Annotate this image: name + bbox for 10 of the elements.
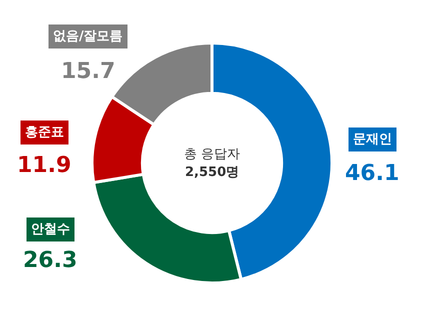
slice-label: 문재인 (353, 132, 392, 147)
slice-label: 홍준표 (25, 125, 64, 140)
text: 2,550명 (185, 165, 240, 180)
slice-label: 없음/잘모름 (53, 29, 123, 44)
text: 총 응답자 (184, 147, 240, 162)
data-label: 26.3 (23, 248, 78, 273)
data-label: 11.9 (17, 153, 72, 178)
data-label: 46.1 (345, 161, 400, 186)
slice-label: 안철수 (31, 222, 70, 237)
data-label: 15.7 (61, 59, 116, 84)
